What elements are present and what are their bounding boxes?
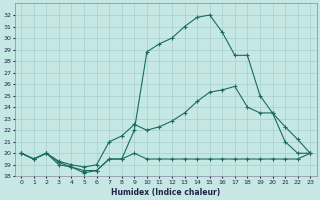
X-axis label: Humidex (Indice chaleur): Humidex (Indice chaleur) xyxy=(111,188,220,197)
